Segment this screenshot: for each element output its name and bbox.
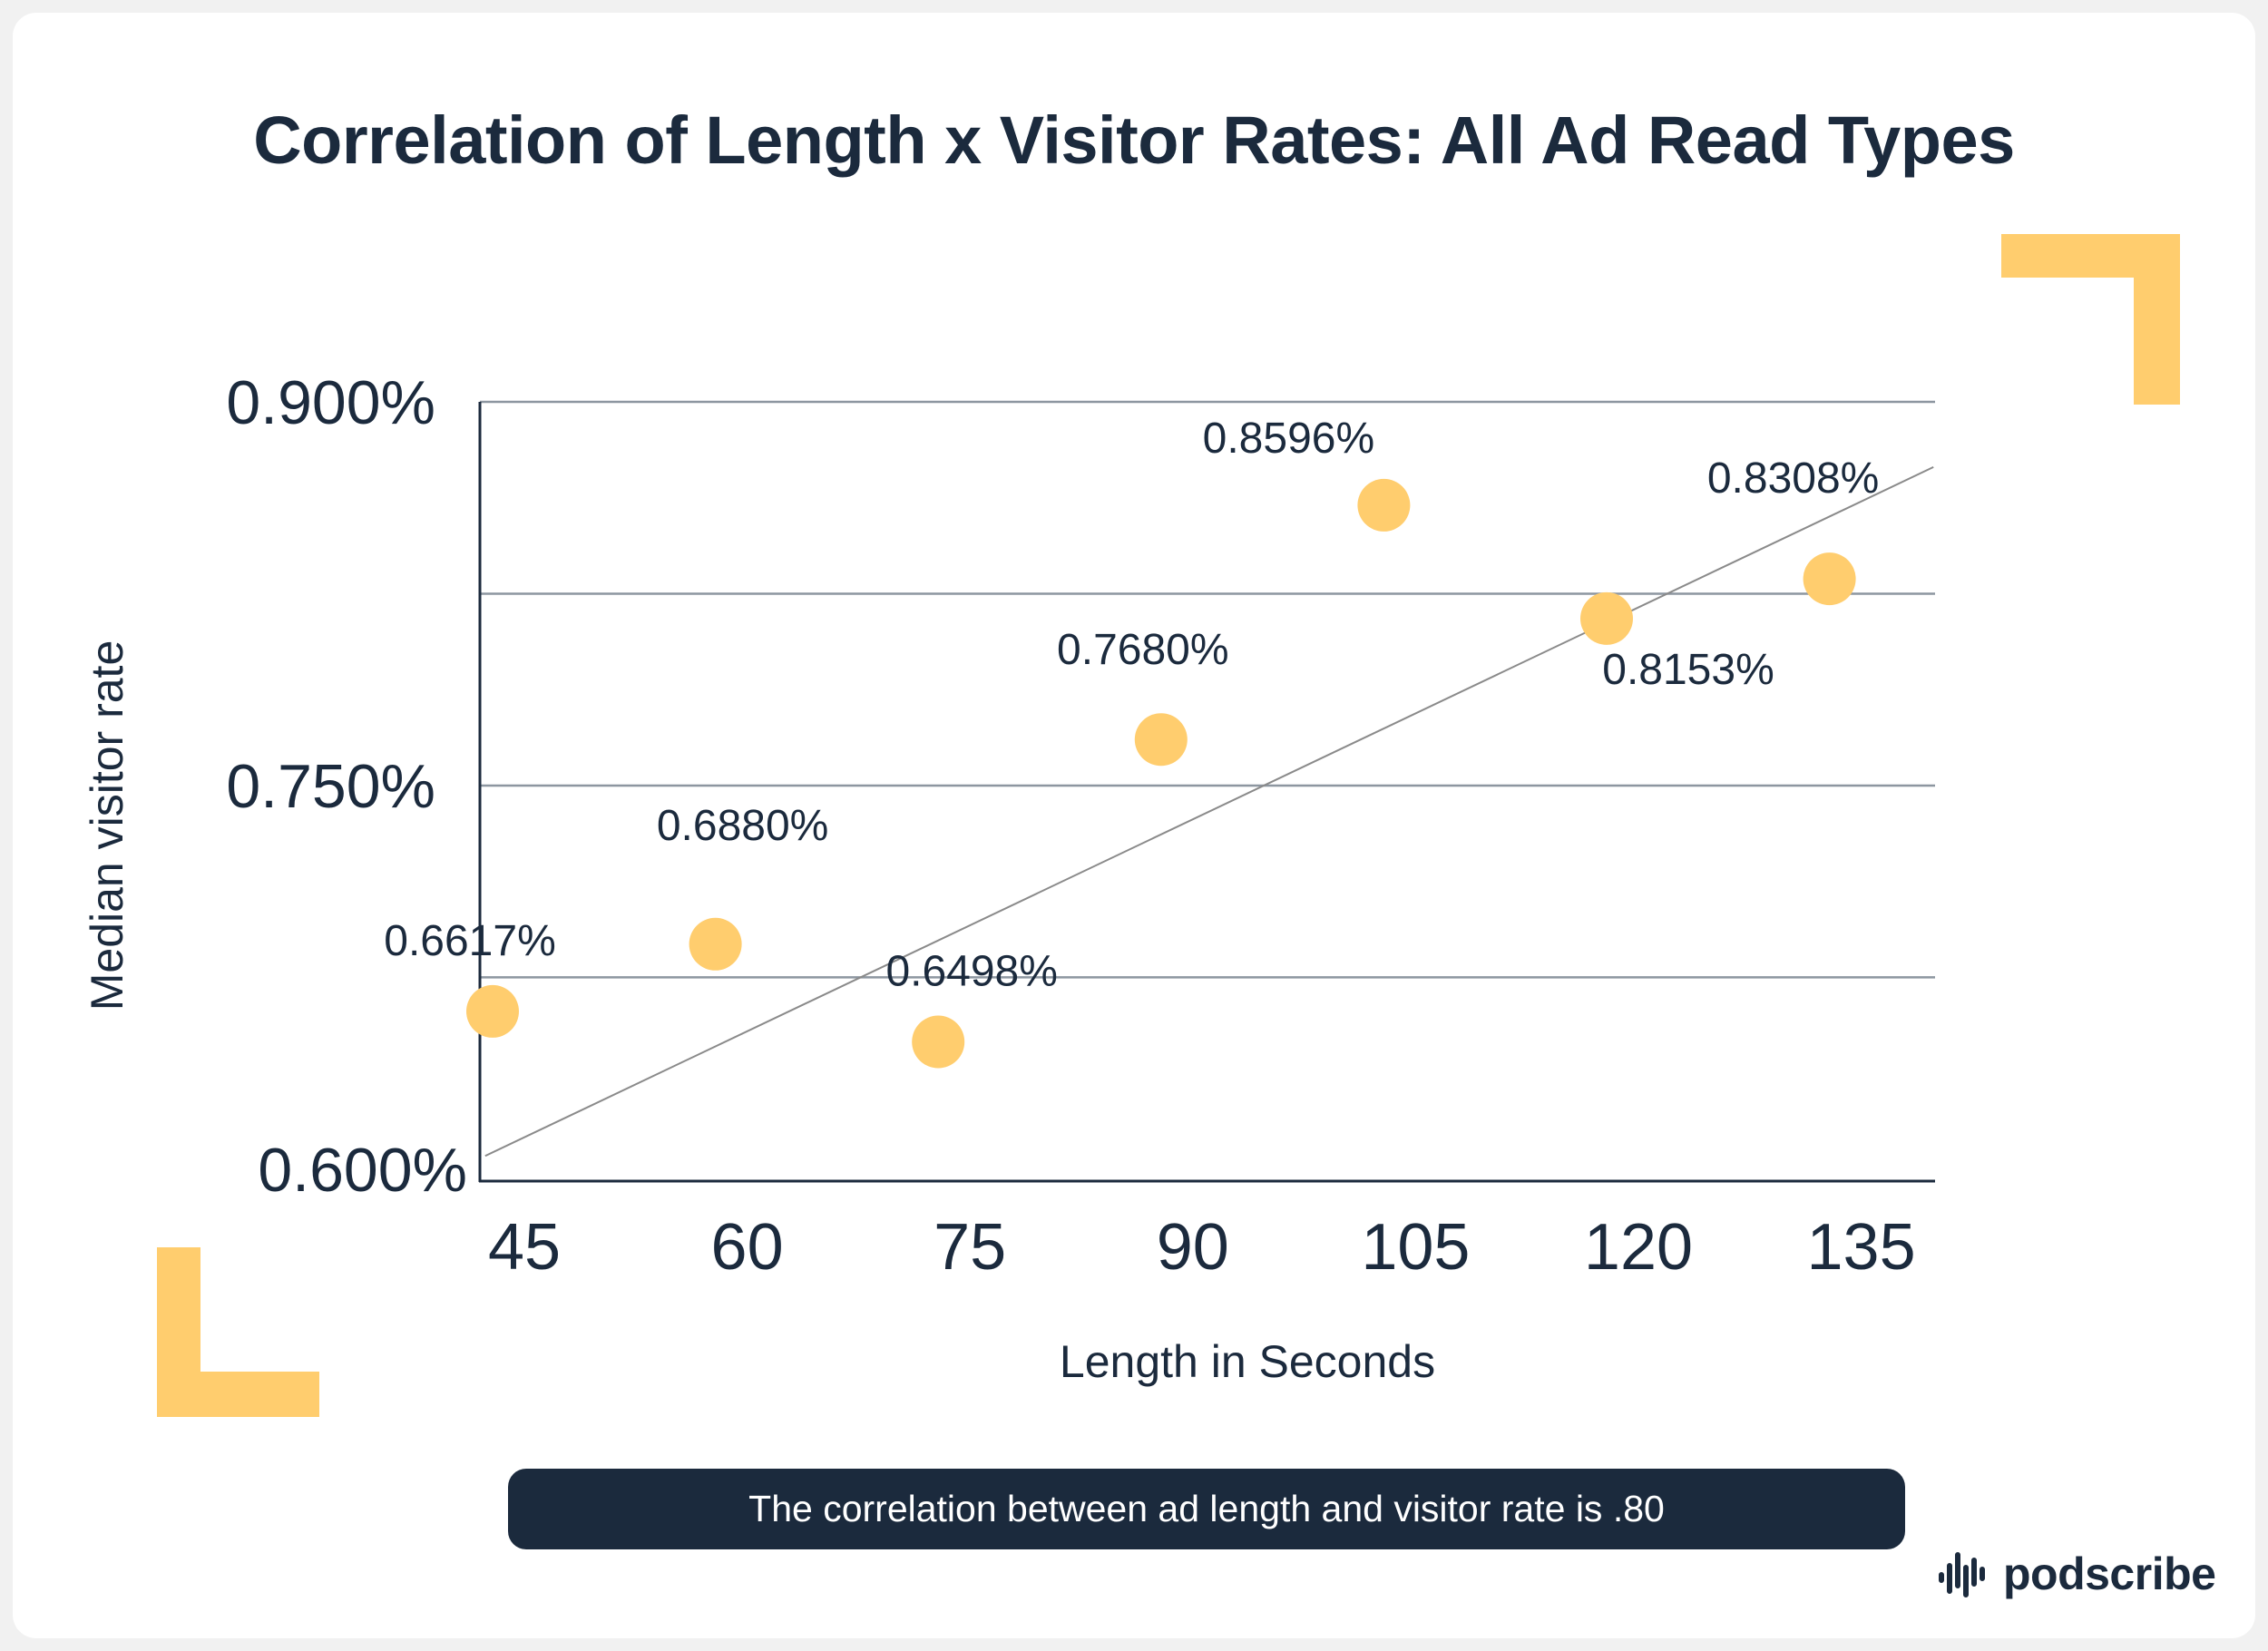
x-tick-label-105: 105: [1361, 1211, 1470, 1284]
data-label-60: 0.6880%: [657, 802, 829, 850]
data-point-90: [1134, 713, 1188, 767]
data-label-120: 0.8153%: [1602, 646, 1774, 694]
data-point-45: [466, 984, 519, 1038]
data-point-120: [1580, 591, 1633, 645]
waveform-icon: [1939, 1552, 1985, 1597]
correlation-note-text: The correlation between ad length and vi…: [748, 1488, 1665, 1529]
x-tick-label-60: 60: [711, 1211, 784, 1284]
x-tick-label-135: 135: [1807, 1211, 1916, 1284]
data-points: [466, 478, 1856, 1069]
chart-title: Correlation of Length x Visitor Rates: A…: [253, 103, 2015, 178]
y-tick-label-0: 0.900%: [226, 368, 435, 437]
brand-name: podscribe: [2003, 1548, 2216, 1599]
data-label-45: 0.6617%: [384, 917, 556, 965]
corner-bracket-top-right: [2001, 234, 2180, 405]
x-tick-label-120: 120: [1584, 1211, 1693, 1284]
correlation-note: The correlation between ad length and vi…: [508, 1469, 1905, 1549]
y-tick-labels: 0.900% 0.750% 0.600%: [226, 368, 467, 1205]
point-labels: 0.6617% 0.6880% 0.6498% 0.7680% 0.8596% 0.815…: [384, 415, 1879, 996]
brand-logo: podscribe: [1938, 1542, 2216, 1606]
x-tick-label-75: 75: [934, 1211, 1006, 1284]
data-point-135: [1803, 552, 1856, 606]
data-label-135: 0.8308%: [1707, 454, 1880, 503]
data-point-60: [689, 917, 742, 971]
x-axis-title: Length in Seconds: [1060, 1336, 1435, 1387]
data-point-105: [1357, 478, 1411, 532]
data-label-105: 0.8596%: [1203, 415, 1375, 463]
x-tick-labels: 45 60 75 90 105 120 135: [488, 1211, 1916, 1284]
x-tick-label-90: 90: [1157, 1211, 1229, 1284]
trendline: [484, 465, 1934, 1158]
data-point-75: [912, 1015, 965, 1069]
x-tick-label-45: 45: [488, 1211, 561, 1284]
gridlines: [480, 400, 1935, 979]
y-tick-label-2: 0.600%: [258, 1136, 467, 1205]
data-label-75: 0.6498%: [885, 947, 1058, 995]
trendline-group: [484, 465, 1934, 1158]
corner-bracket-bottom-left: [157, 1247, 319, 1417]
data-label-90: 0.7680%: [1057, 626, 1229, 674]
y-axis-title: Median visitor rate: [82, 640, 132, 1011]
chart-card: [13, 13, 2255, 1638]
y-tick-label-1: 0.750%: [226, 752, 435, 821]
